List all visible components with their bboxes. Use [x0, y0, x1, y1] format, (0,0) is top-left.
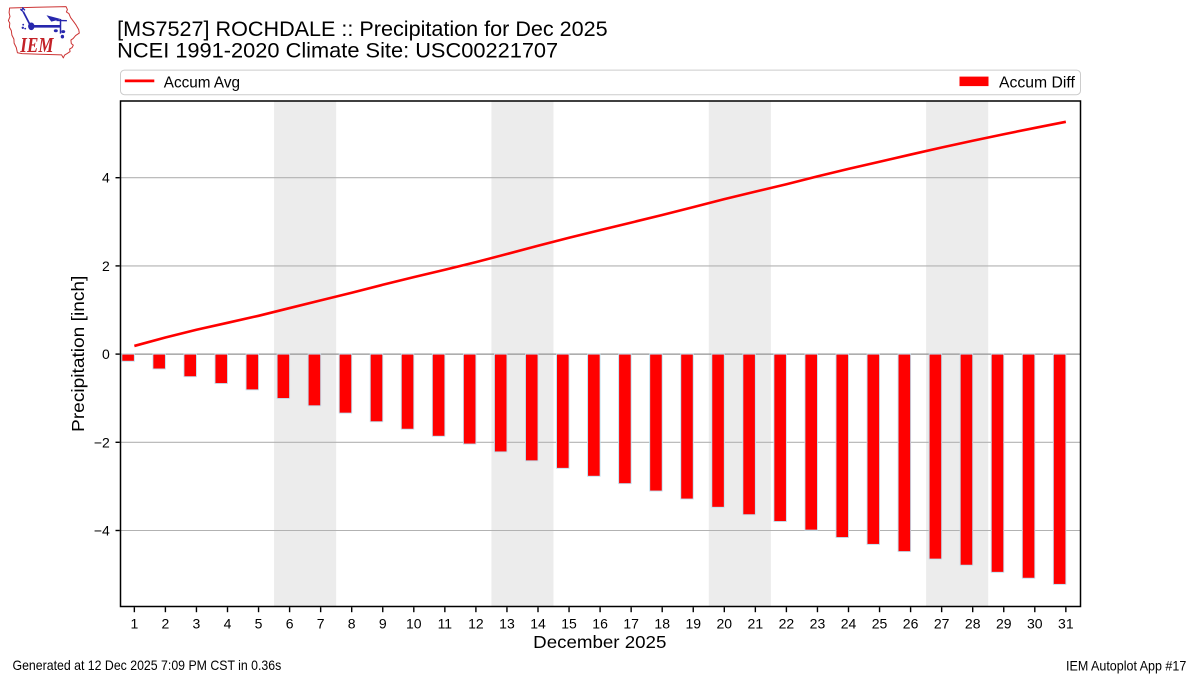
svg-text:11: 11 — [438, 616, 453, 632]
svg-text:23: 23 — [810, 616, 826, 632]
svg-text:15: 15 — [561, 616, 577, 632]
svg-text:31: 31 — [1058, 616, 1074, 632]
svg-text:IEM Autoplot App #17: IEM Autoplot App #17 — [1066, 659, 1186, 674]
svg-text:17: 17 — [623, 616, 639, 632]
svg-text:0: 0 — [102, 346, 110, 362]
svg-text:28: 28 — [965, 616, 981, 632]
svg-text:29: 29 — [996, 616, 1012, 632]
svg-text:1: 1 — [130, 616, 138, 632]
svg-text:Generated at 12 Dec 2025 7:09: Generated at 12 Dec 2025 7:09 PM CST in … — [13, 658, 282, 673]
svg-text:26: 26 — [903, 616, 919, 632]
svg-text:18: 18 — [654, 616, 670, 632]
svg-text:Accum Avg: Accum Avg — [164, 74, 240, 91]
svg-text:[MS7527] ROCHDALE :: Precipita: [MS7527] ROCHDALE :: Precipitation for D… — [117, 18, 608, 41]
svg-text:3: 3 — [193, 616, 201, 632]
svg-text:25: 25 — [872, 616, 888, 632]
svg-text:30: 30 — [1027, 616, 1043, 632]
svg-text:2: 2 — [162, 616, 170, 632]
svg-text:Accum Diff: Accum Diff — [999, 74, 1075, 91]
svg-text:NCEI 1991-2020 Climate Site: U: NCEI 1991-2020 Climate Site: USC00221707 — [117, 40, 558, 63]
svg-text:5: 5 — [255, 616, 263, 632]
svg-text:10: 10 — [406, 616, 422, 632]
svg-text:4: 4 — [224, 616, 232, 632]
svg-text:9: 9 — [379, 616, 387, 632]
svg-text:20: 20 — [717, 616, 733, 632]
svg-text:7: 7 — [317, 616, 325, 632]
svg-text:−4: −4 — [94, 523, 110, 539]
svg-text:19: 19 — [685, 616, 701, 632]
svg-text:22: 22 — [779, 616, 795, 632]
svg-text:21: 21 — [748, 616, 764, 632]
svg-text:6: 6 — [286, 616, 294, 632]
svg-text:4: 4 — [102, 170, 110, 186]
svg-text:Precipitation [inch]: Precipitation [inch] — [68, 276, 88, 432]
svg-text:December 2025: December 2025 — [533, 632, 666, 652]
svg-text:12: 12 — [468, 616, 484, 632]
svg-text:2: 2 — [102, 258, 110, 274]
svg-text:IEM: IEM — [19, 33, 54, 57]
svg-text:8: 8 — [348, 616, 356, 632]
svg-text:14: 14 — [530, 616, 546, 632]
svg-text:27: 27 — [934, 616, 950, 632]
svg-text:24: 24 — [841, 616, 857, 632]
svg-text:16: 16 — [592, 616, 608, 632]
svg-text:−2: −2 — [94, 434, 110, 450]
svg-text:13: 13 — [499, 616, 515, 632]
